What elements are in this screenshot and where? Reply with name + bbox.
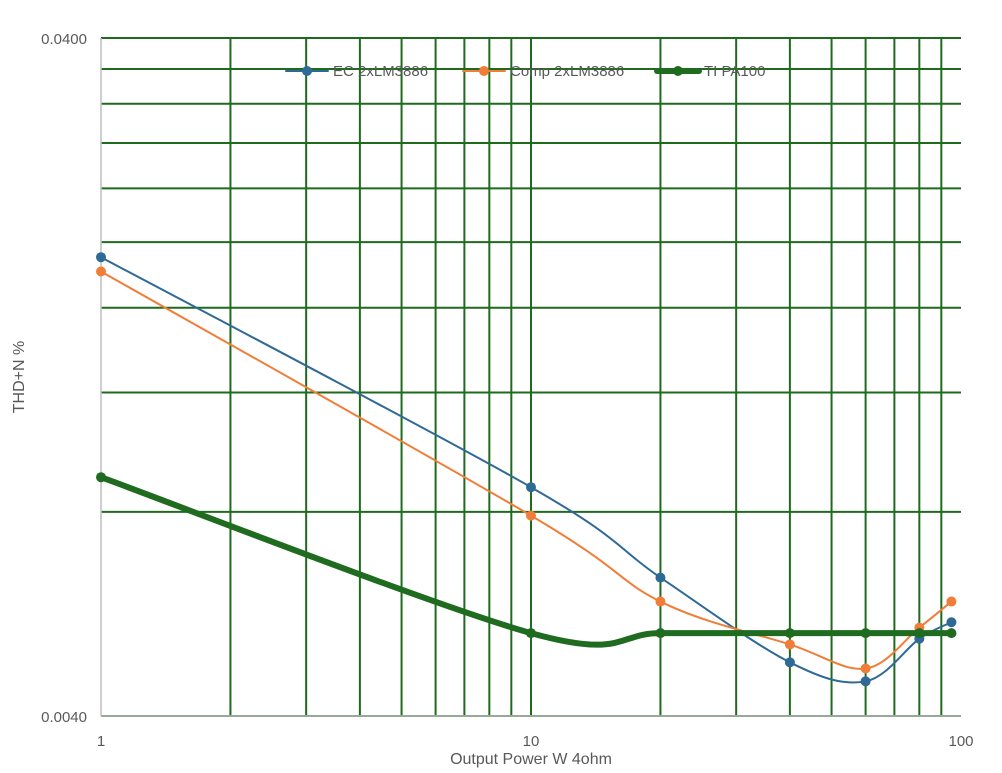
x-axis-title: Output Power W 4ohm (450, 751, 612, 768)
series-line-0 (100, 256, 953, 684)
data-point-2 (946, 628, 957, 639)
data-point-1 (784, 639, 795, 650)
x-tick-label: 10 (523, 733, 540, 750)
y-tick-label: 0.0400 (41, 31, 87, 48)
tick-labels: 1 10 100 0.0040 0.0400 (41, 31, 973, 750)
legend-marker-2 (673, 66, 683, 76)
data-point-0 (784, 657, 795, 668)
legend-label-1: Comp 2xLM3886 (510, 63, 624, 80)
legend-label-0: EC 2xLM3886 (333, 63, 428, 80)
data-point-2 (914, 628, 925, 639)
data-point-0 (526, 482, 536, 493)
data-point-1 (655, 596, 666, 607)
grid (101, 37, 961, 717)
legend-marker-0 (302, 66, 312, 76)
x-tick-label: 100 (948, 733, 973, 750)
data-point-0 (860, 676, 871, 687)
legend: EC 2xLM3886 Comp 2xLM3886 TI PA100 (285, 63, 765, 80)
data-point-1 (526, 510, 536, 521)
axes (100, 38, 961, 717)
y-tick-label: 0.0040 (41, 709, 87, 726)
data-point-1 (96, 266, 106, 277)
series-line-1 (100, 270, 953, 670)
data-point-1 (860, 663, 871, 674)
series-layer (96, 252, 957, 687)
legend-marker-1 (479, 66, 489, 76)
x-tick-label: 1 (97, 733, 105, 750)
data-point-0 (96, 252, 106, 263)
data-point-2 (96, 472, 106, 483)
legend-label-2: TI PA100 (704, 63, 765, 80)
data-point-2 (526, 628, 536, 639)
data-point-0 (946, 617, 957, 628)
data-point-2 (784, 628, 795, 639)
data-point-0 (655, 572, 666, 583)
y-axis-title: THD+N % (11, 341, 28, 413)
data-point-2 (655, 628, 666, 639)
series-line-2 (98, 474, 955, 648)
data-point-1 (946, 596, 957, 607)
data-point-2 (860, 628, 871, 639)
